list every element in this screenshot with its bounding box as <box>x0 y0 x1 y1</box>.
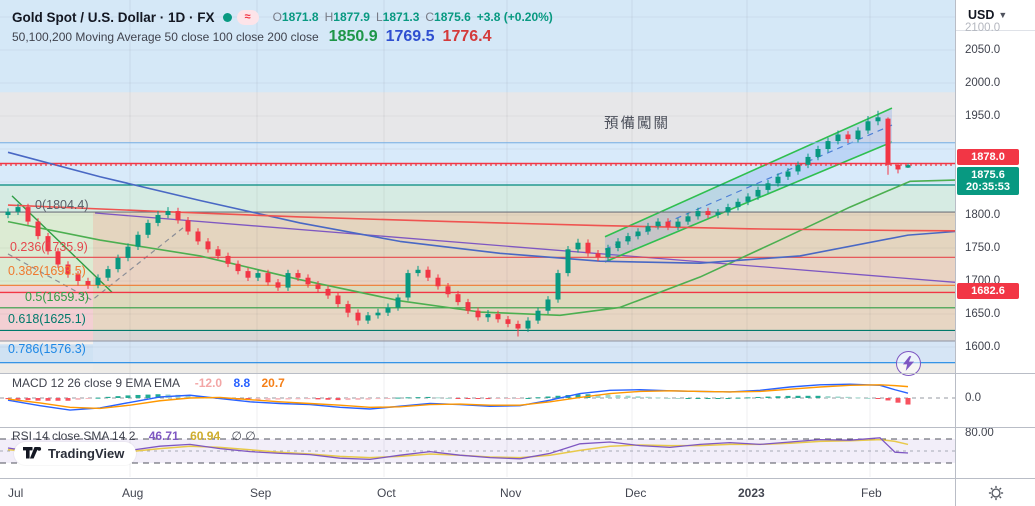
macd-indicator-label[interactable]: MACD 12 26 close 9 EMA EMA <box>12 376 180 390</box>
price-axis[interactable]: USD ▼ 2100.0 2050.0 2000.0 1950.0 1800.0 1750… <box>956 0 1035 478</box>
lightning-icon <box>902 356 915 371</box>
rsi-indicator-label[interactable]: RSI 14 close SMA 14 2 <box>12 429 136 443</box>
approx-data-icon[interactable]: ≈ <box>236 9 259 25</box>
time-tick-label: Dec <box>625 486 647 500</box>
price-tick-label: 2050.0 <box>965 44 1001 56</box>
alert-price-badge: 1878.0 <box>957 149 1019 165</box>
tradingview-watermark-link[interactable]: TradingView <box>14 442 137 465</box>
symbol-title[interactable]: Gold Spot / U.S. Dollar · 1D · FX <box>12 9 215 25</box>
open-label: O <box>272 10 282 24</box>
price-tick-label: 80.00 <box>965 427 994 439</box>
high-label: H <box>324 10 334 24</box>
price-tick-label: 1750.0 <box>965 242 1001 254</box>
macd-signal-value: 20.7 <box>261 376 285 390</box>
market-status-dot-icon <box>222 12 232 22</box>
rsi-legend-row[interactable]: RSI 14 close SMA 14 2 46.71 60.94 ∅ ∅ <box>12 429 256 443</box>
change-value: +3.8 (+0.20%) <box>476 10 553 24</box>
time-axis[interactable]: Jul Aug Sep Oct Nov Dec 2023 Feb <box>0 478 1035 506</box>
chevron-down-icon: ▼ <box>998 10 1008 20</box>
watermark-label: TradingView <box>48 446 125 461</box>
close-label: C <box>425 10 435 24</box>
alert-price-badge: 1682.6 <box>957 283 1019 299</box>
rsi-empty-values: ∅ ∅ <box>231 429 256 443</box>
ma50-value: 1850.9 <box>328 28 378 45</box>
gear-settings-button[interactable] <box>985 482 1007 504</box>
rsi-value: 46.71 <box>148 429 179 443</box>
ma100-value: 1769.5 <box>385 28 435 45</box>
time-tick-label: Oct <box>377 486 396 500</box>
ma-legend-row[interactable]: 50,100,200 Moving Average 50 close 100 c… <box>12 27 553 47</box>
chart-text-annotation[interactable]: 預備闖關 <box>604 116 670 132</box>
currency-label: USD <box>968 8 995 22</box>
close-value: 1875.6 <box>434 10 471 24</box>
macd-legend-row[interactable]: MACD 12 26 close 9 EMA EMA -12.0 8.8 20.… <box>12 376 285 390</box>
rsi-pane[interactable] <box>0 427 955 477</box>
time-tick-label: Jul <box>8 486 24 500</box>
macd-pane[interactable] <box>0 373 955 427</box>
price-tick-label: 1800.0 <box>965 209 1001 221</box>
price-tick-label: 1650.0 <box>965 308 1001 320</box>
flash-boost-button[interactable] <box>896 351 921 376</box>
open-value: 1871.8 <box>281 10 319 24</box>
tradingview-logo-icon <box>23 447 42 459</box>
price-tick-label: 2100.0 <box>965 22 1001 34</box>
countdown-timer: 20:35:53 <box>965 181 1011 193</box>
time-tick-label: Feb <box>861 486 882 500</box>
symbol-legend-row[interactable]: Gold Spot / U.S. Dollar · 1D · FX ≈ O187… <box>12 7 553 27</box>
time-tick-label: Nov <box>500 486 522 500</box>
time-tick-label: 2023 <box>738 486 765 500</box>
high-value: 1877.9 <box>333 10 370 24</box>
macd-line-value: 8.8 <box>233 376 251 390</box>
rsi-sma-value: 60.94 <box>190 429 221 443</box>
currency-dropdown[interactable]: USD ▼ <box>956 0 1035 31</box>
low-value: 1871.3 <box>382 10 420 24</box>
pane-separator-macd[interactable] <box>0 373 1035 374</box>
gear-icon <box>988 485 1004 501</box>
time-tick-label: Aug <box>122 486 144 500</box>
ma200-value: 1776.4 <box>442 28 492 45</box>
price-tick-label: 1950.0 <box>965 110 1001 122</box>
ma-indicator-label[interactable]: 50,100,200 Moving Average 50 close 100 c… <box>12 30 319 44</box>
price-tick-label: 1600.0 <box>965 341 1001 353</box>
price-tick-label: 2000.0 <box>965 77 1001 89</box>
macd-hist-value: -12.0 <box>194 376 223 390</box>
last-price-badge: 1875.6 20:35:53 <box>957 167 1019 195</box>
pane-separator-rsi[interactable] <box>0 427 1035 428</box>
time-tick-label: Sep <box>250 486 272 500</box>
axis-divider <box>955 0 956 506</box>
main-price-pane[interactable] <box>0 0 955 373</box>
price-tick-label: 0.0 <box>965 392 981 404</box>
chart-legend: Gold Spot / U.S. Dollar · 1D · FX ≈ O187… <box>12 7 553 47</box>
ohlc-values: O1871.8 H1877.9 L1871.3 C1875.6 +3.8 (+0.20%… <box>273 8 553 26</box>
low-label: L <box>375 10 383 24</box>
